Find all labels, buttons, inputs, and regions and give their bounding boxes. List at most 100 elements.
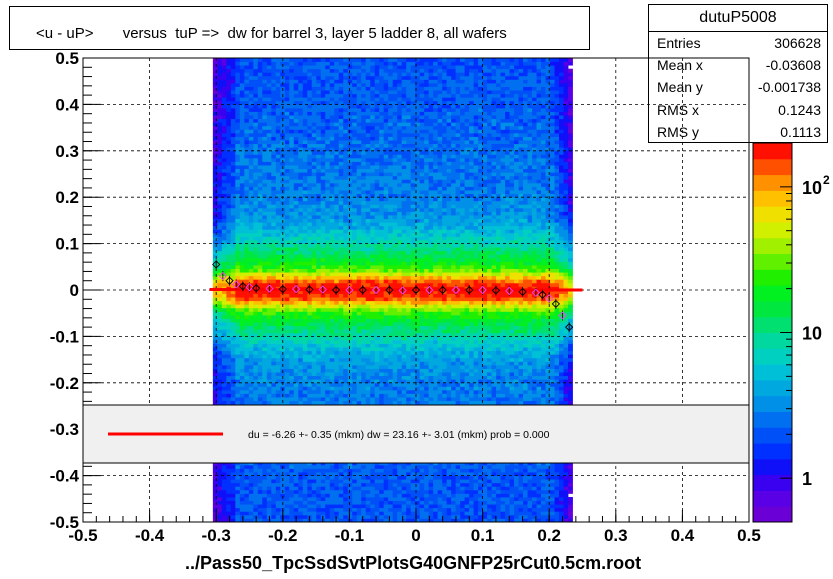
heatmap-cell [356,186,362,191]
heatmap-cell [307,275,313,280]
heatmap-cell [235,375,241,380]
heatmap-cell [271,311,277,316]
heatmap-cell [289,297,295,302]
heatmap-cell [226,307,232,312]
heatmap-cell [356,339,362,344]
heatmap-cell [302,418,308,423]
heatmap-cell [275,61,281,66]
heatmap-cell [361,493,367,498]
heatmap-cell [352,307,358,312]
heatmap-cell [275,468,281,473]
heatmap-cell [284,290,290,294]
heatmap-cell [226,147,232,152]
heatmap-cell [379,107,385,112]
heatmap-cell [293,290,299,294]
heatmap-cell [293,150,299,155]
heatmap-cell [253,118,259,123]
heatmap-cell [280,182,286,187]
heatmap-cell [217,190,223,195]
heatmap-cell [293,511,299,516]
heatmap-cell [298,261,304,266]
heatmap-cell [320,497,326,501]
heatmap-cell [280,389,286,394]
heatmap-cell [244,297,250,302]
heatmap-cell [374,397,380,402]
heatmap-cell [235,382,241,387]
heatmap-cell [379,279,385,284]
heatmap-cell [253,115,259,120]
heatmap-cell [289,154,295,159]
heatmap-cell [289,79,295,84]
heatmap-cell [365,404,371,409]
heatmap-cell [257,375,263,380]
heatmap-cell [248,368,254,373]
heatmap-cell [311,436,317,441]
heatmap-cell [361,125,367,130]
heatmap-cell [235,397,241,402]
heatmap-cell [338,290,344,294]
heatmap-cell [217,436,223,441]
heatmap-cell [370,82,376,87]
heatmap-cell [316,489,322,494]
heatmap-cell [257,186,263,191]
heatmap-cell [280,300,286,305]
heatmap-cell [266,507,272,512]
heatmap-cell [248,472,254,476]
heatmap-cell [302,347,308,352]
heatmap-cell [307,418,313,423]
heatmap-cell [307,222,313,227]
heatmap-cell [293,329,299,334]
heatmap-cell [298,482,304,487]
stats-name: dutuP5008 [699,9,777,26]
heatmap-cell [320,518,326,523]
heatmap-cell [325,336,331,341]
heatmap-cell [365,329,371,334]
heatmap-cell [253,386,259,391]
heatmap-cell [226,157,232,162]
heatmap-cell [221,329,227,334]
heatmap-cell [320,272,326,277]
heatmap-cell [347,250,353,255]
heatmap-cell [289,507,295,512]
heatmap-cell [338,211,344,216]
heatmap-cell [379,79,385,84]
heatmap-cell [361,425,367,430]
heatmap-cell [320,300,326,305]
heatmap-cell [329,261,335,266]
heatmap-cell [374,175,380,180]
heatmap-cell [320,364,326,369]
heatmap-cell [284,439,290,444]
heatmap-cell [253,61,259,66]
heatmap-cell [230,357,236,362]
heatmap-cell [262,265,268,269]
heatmap-cell [307,68,313,73]
heatmap-cell [239,147,245,152]
heatmap-cell [253,111,259,116]
heatmap-cell [248,240,254,244]
heatmap-cell [289,432,295,437]
heatmap-cell [212,379,218,384]
heatmap-cell [280,111,286,116]
heatmap-cell [275,364,281,369]
heatmap-cell [226,229,232,234]
heatmap-cell [307,482,313,487]
heatmap-cell [347,314,353,319]
heatmap-cell [271,364,277,369]
heatmap-cell [311,297,317,302]
heatmap-cell [293,414,299,419]
heatmap-cell [226,140,232,145]
heatmap-cell [275,211,281,216]
heatmap-cell [262,104,268,109]
heatmap-cell [316,143,322,148]
heatmap-cell [257,282,263,287]
heatmap-cell [370,400,376,405]
heatmap-cell [289,329,295,334]
heatmap-cell [221,389,227,394]
heatmap-cell [239,386,245,391]
heatmap-cell [352,58,358,62]
heatmap-cell [361,186,367,191]
heatmap-cell [365,175,371,180]
heatmap-cell [370,382,376,387]
heatmap-cell [253,432,259,437]
heatmap-cell [311,282,317,287]
